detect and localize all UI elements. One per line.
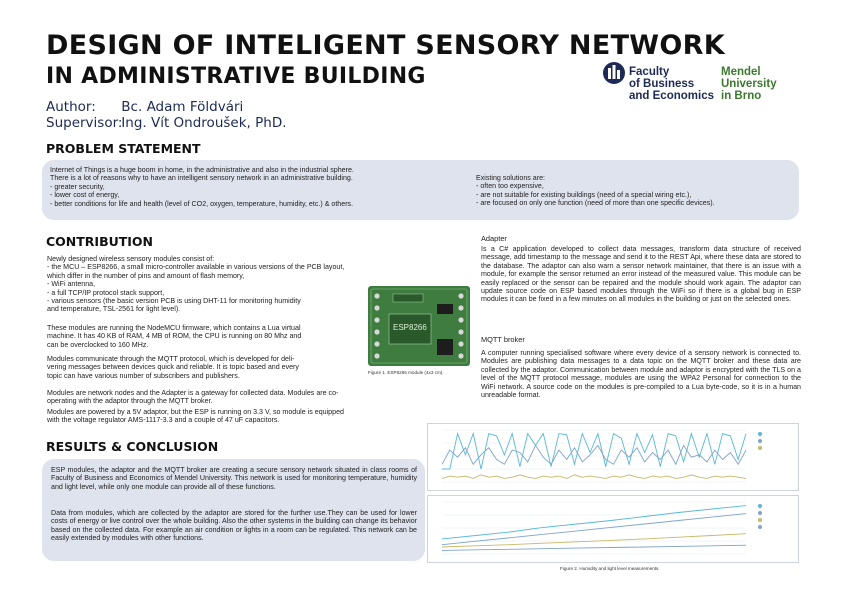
author-key: Author:	[46, 99, 96, 115]
series-line	[441, 544, 747, 551]
problem-line: There is a lot of reasons why to have an…	[50, 174, 353, 183]
legend-swatch	[758, 525, 762, 529]
adapter-text: Is a C# application developed to collect…	[481, 245, 801, 304]
adapter-heading: Adapter	[481, 234, 507, 243]
humidity-chart	[427, 423, 799, 491]
series-line	[442, 431, 747, 470]
contribution-para-power: Modules are powered by a 5V adaptor, but…	[47, 408, 344, 425]
problem-line: - are not suitable for existing building…	[476, 190, 692, 199]
poster-title-line2: IN ADMINISTRATIVE BUILDING	[46, 64, 426, 89]
problem-left-text: Internet of Things is a huge boom in hom…	[50, 166, 354, 208]
contribution-line: topic can have various number of subscri…	[47, 371, 240, 380]
legend-swatch	[758, 439, 762, 443]
contribution-heading: CONTRIBUTION	[46, 234, 154, 249]
university-logo-line: in Brno	[721, 90, 762, 102]
faculty-logo-line: of Business	[629, 78, 695, 90]
humidity-chart-svg	[441, 429, 762, 483]
faculty-logo-line: Faculty	[629, 66, 670, 78]
contribution-line: can be overclocked to 160 MHz.	[47, 340, 149, 349]
contribution-line: Modules are powered by a 5V adaptor, but…	[47, 408, 344, 416]
results-band	[42, 459, 425, 561]
contribution-line: - various sensors (the basic version PCB…	[47, 297, 301, 306]
contribution-line: - WiFi antenna,	[47, 280, 96, 289]
contribution-line: with the voltage regulator AMS-1117-3.3 …	[47, 416, 280, 425]
legend-swatch	[758, 504, 762, 508]
supervisor-name: Ing. Vít Ondroušek, PhD.	[121, 115, 287, 131]
contribution-line: which differ in the number of pins and a…	[47, 271, 245, 280]
legend-swatch	[758, 511, 762, 515]
results-heading: RESULTS & CONCLUSION	[46, 439, 219, 454]
problem-line: - better conditions for life and health …	[50, 199, 354, 208]
university-logo-text: Mendel University in Brno	[721, 66, 777, 102]
series-line	[441, 444, 747, 466]
contribution-para-mqtt: Modules communicate through the MQTT pro…	[47, 355, 299, 380]
author-name: Bc. Adam Földvári	[121, 99, 244, 115]
contribution-line: operating with the adaptor through the M…	[47, 397, 213, 406]
contribution-line: Newly designed wireless sensory modules …	[47, 255, 215, 263]
contribution-list: Newly designed wireless sensory modules …	[47, 255, 344, 314]
contribution-line: Modules communicate through the MQTT pro…	[47, 355, 295, 363]
figure2-caption: Figure 2. Humidity and light level measu…	[560, 566, 660, 571]
series-line	[441, 474, 747, 479]
supervisor-row: Supervisor: Ing. Vít Ondroušek, PhD.	[46, 115, 287, 131]
problem-line: - lower cost of energy,	[50, 191, 120, 200]
contribution-line: - a full TCP/IP protocol stack support,	[47, 288, 165, 297]
problem-line: - often too expensive,	[476, 182, 544, 191]
author-row: Author: Bc. Adam Földvári	[46, 99, 243, 115]
problem-line: Existing solutions are:	[476, 174, 546, 182]
contribution-para-nodemcu: These modules are running the NodeMCU fi…	[47, 324, 301, 349]
contribution-line: and temperature, TSL-2561 for light leve…	[47, 305, 181, 314]
legend-swatch	[758, 518, 762, 522]
contribution-line: These modules are running the NodeMCU fi…	[47, 324, 301, 332]
series-line	[441, 513, 747, 546]
poster-title-line1: DESIGN OF INTELIGENT SENSORY NETWORK	[46, 30, 725, 61]
contribution-para-nodes: Modules are network nodes and the Adapte…	[47, 389, 338, 406]
light-chart-svg	[441, 501, 762, 555]
series-line	[441, 505, 747, 540]
faculty-logo-line: and Economics	[629, 90, 714, 102]
mqtt-heading: MQTT broker	[481, 335, 525, 344]
contribution-line: - the MCU – ESP8266, a small micro-contr…	[47, 263, 345, 272]
results-para-2: Data from modules, which are collected b…	[51, 509, 417, 543]
university-logo-line: Mendel	[721, 66, 761, 78]
problem-right-text: Existing solutions are: - often too expe…	[476, 174, 715, 208]
problem-line: - greater security,	[50, 182, 105, 191]
problem-line: - are focused on only one function (need…	[476, 199, 715, 208]
legend-swatch	[758, 432, 762, 436]
figure1-caption: Figure 1. ESP8266 module (4x3 cm).	[368, 370, 444, 375]
problem-heading: PROBLEM STATEMENT	[46, 141, 201, 156]
pcb-label: ESP8266	[393, 323, 427, 332]
problem-line: Internet of Things is a huge boom in hom…	[50, 166, 354, 174]
mqtt-text: A computer running specialised software …	[481, 349, 801, 400]
university-logo-line: University	[721, 78, 777, 90]
supervisor-key: Supervisor:	[46, 115, 123, 131]
contribution-line: Modules are network nodes and the Adapte…	[47, 389, 339, 397]
legend-swatch	[758, 446, 762, 450]
contribution-line: vering messages between devices quick an…	[47, 363, 299, 372]
faculty-logo-text: Faculty of Business and Economics	[629, 66, 714, 102]
problem-band	[42, 160, 799, 220]
series-line	[441, 533, 747, 548]
results-para-1: ESP modules, the adaptor and the MQTT br…	[51, 466, 417, 491]
contribution-line: machine. It has 40 KB of RAM, 4 MB of RO…	[47, 332, 302, 341]
faculty-logo-icon	[602, 61, 626, 85]
light-chart	[427, 495, 799, 563]
esp8266-pcb-image: ESP8266	[367, 284, 471, 368]
